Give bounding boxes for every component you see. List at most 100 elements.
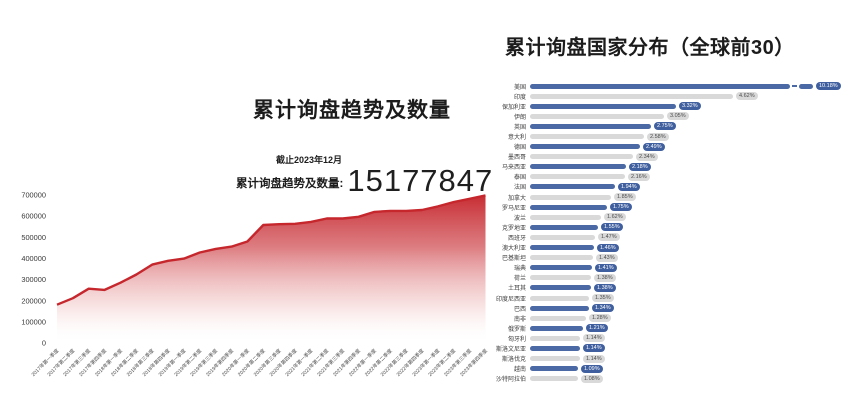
y-axis-tick-label: 400000 [21,254,46,263]
country-label: 泰国 [513,175,526,182]
country-label: 墨西哥 [507,155,526,162]
country-value-badge: 2.34% [636,152,658,161]
country-label: 瑞典 [513,266,526,273]
country-label: 保加利亚 [501,104,526,111]
trend-area-chart: 0 100000 200000 300000 400000 500000 600000 700… [21,191,489,378]
country-row: 保加利亚 3.32% [448,101,852,111]
country-row: 克罗地亚 1.55% [448,222,852,232]
country-row: 法国 1.94% [448,182,852,192]
country-value-badge: 10.18% [816,82,841,91]
country-label: 匈牙利 [507,336,526,343]
country-bar [530,285,591,291]
country-label: 巴西 [513,306,526,313]
country-bar [530,265,592,271]
country-row: 印度 4.62% [448,91,852,101]
country-value-badge: 1.46% [597,243,619,252]
country-value-badge: 1.35% [592,294,614,303]
country-chart-title: 累计询盘国家分布（全球前30） [505,37,795,59]
country-label: 荷兰 [513,276,526,283]
country-label: 波兰 [513,215,526,222]
trend-annotation: 截止2023年12月 累计询盘趋势及数量: 15177847 [236,153,494,198]
x-axis-tick-label: 2019年第三季度 [189,347,219,377]
country-value-badge: 2.75% [654,122,676,131]
x-axis-tick-label: 2022年第四季度 [395,347,425,377]
country-bar [530,103,676,109]
country-row: 伊朗 3.05% [448,111,852,121]
country-bar [530,204,607,210]
country-bar [530,234,595,240]
country-value-badge: 1.62% [604,213,626,222]
y-axis-tick-label: 700000 [21,191,46,200]
country-row: 马来西亚 2.18% [448,162,852,172]
country-value-badge: 1.47% [598,233,620,242]
country-label: 沙特阿拉伯 [495,377,526,384]
country-value-badge: 1.14% [583,344,605,353]
country-bar [530,123,651,129]
country-value-badge: 2.58% [647,132,669,141]
country-row: 美国 10.18% [448,81,852,91]
country-row: 墨西哥 2.34% [448,152,852,162]
country-value-badge: 3.32% [679,102,701,111]
x-axis-tick-label: 2022年第二季度 [363,347,393,377]
country-value-badge: 1.14% [583,334,605,343]
country-label: 俄罗斯 [507,326,526,333]
country-value-badge: 1.08% [581,374,603,383]
x-axis-tick-label: 2019年第四季度 [205,347,235,377]
country-label: 克罗地亚 [501,225,526,232]
country-bar [530,356,580,362]
country-label: 斯洛伐克 [501,357,526,364]
country-row: 加拿大 1.85% [448,192,852,202]
country-row: 巴西 1.34% [448,303,852,313]
country-bar [530,224,598,230]
x-axis-tick-label: 2020年第四季度 [268,347,298,377]
country-row: 斯洛伐克 1.14% [448,354,852,364]
country-bar [530,154,633,160]
country-bar [530,315,586,321]
country-row: 瑞典 1.41% [448,263,852,273]
country-bar [530,113,664,119]
trend-line [56,194,486,306]
country-label: 意大利 [507,135,526,142]
x-axis-tick-label: 2021年第三季度 [316,347,346,377]
country-bar [530,345,580,351]
country-row: 波兰 1.62% [448,212,852,222]
country-bar [530,134,644,140]
total-value: 15177847 [347,163,494,198]
country-label: 加拿大 [507,195,526,202]
country-bar [530,376,578,382]
y-axis-tick-label: 100000 [21,318,46,327]
x-axis-tick-label: 2021年第四季度 [331,347,361,377]
country-value-badge: 1.38% [594,283,616,292]
x-axis-tick-label: 2018年第一季度 [93,347,123,377]
country-value-badge: 1.38% [594,273,616,282]
x-axis-tick-label: 2018年第三季度 [125,347,155,377]
x-axis-tick-label: 2022年第一季度 [347,347,377,377]
country-row: 沙特阿拉伯 1.08% [448,374,852,384]
x-axis-tick-label: 2019年第二季度 [173,347,203,377]
x-axis-tick-label: 2017年第四季度 [78,347,108,377]
country-bar [530,144,640,150]
country-value-badge: 2.16% [628,172,650,181]
x-axis-tick-label: 2018年第四季度 [141,347,171,377]
country-value-badge: 1.34% [592,304,614,313]
x-axis-tick-label: 2022年第三季度 [379,347,409,377]
country-value-badge: 1.09% [581,364,603,373]
x-axis-tick-label: 2018年第二季度 [109,347,139,377]
country-bar [530,275,591,281]
country-value-badge: 4.62% [736,92,758,101]
country-bar [530,295,589,301]
country-bar [530,255,593,261]
country-value-badge: 1.14% [583,354,605,363]
y-axis-tick-label: 300000 [21,275,46,284]
country-bar [530,93,733,99]
trend-chart-title: 累计询盘趋势及数量 [253,99,451,122]
country-bar [530,164,626,170]
country-value-badge: 1.21% [586,324,608,333]
country-label: 伊朗 [513,114,526,121]
country-label: 印度 [513,94,526,101]
country-label: 法国 [513,185,526,192]
country-row: 荷兰 1.38% [448,273,852,283]
x-axis-tick-label: 2021年第一季度 [284,347,314,377]
country-value-badge: 2.18% [629,162,651,171]
country-bar [530,184,615,190]
